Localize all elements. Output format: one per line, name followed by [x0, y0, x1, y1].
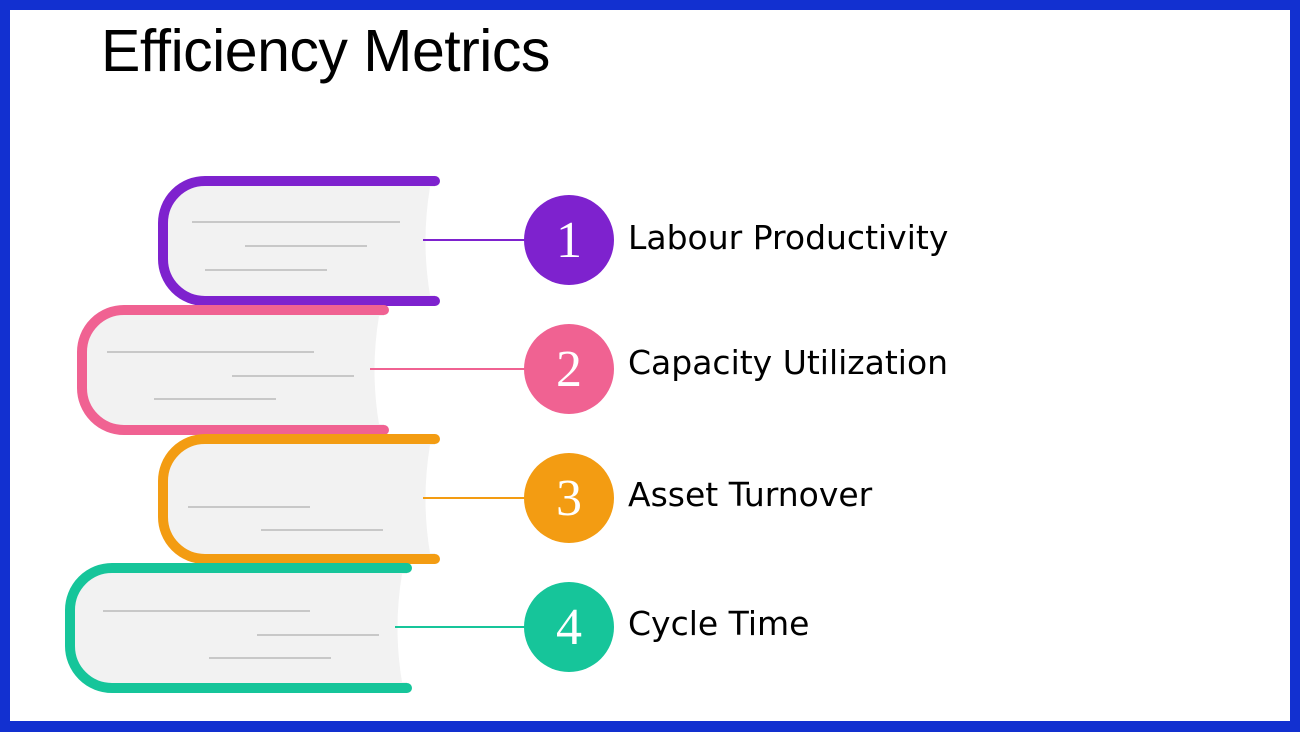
connector-2 — [370, 368, 533, 370]
metric-label-4: Cycle Time — [628, 604, 810, 643]
connector-1 — [423, 239, 533, 241]
connector-4 — [395, 626, 533, 628]
metric-label-1: Labour Productivity — [628, 218, 949, 257]
slide-title: Efficiency Metrics — [101, 18, 550, 84]
book-1-purple — [155, 176, 445, 306]
number-badge-2: 2 — [524, 324, 614, 414]
book-3-orange — [155, 434, 445, 564]
book-4-green — [62, 563, 422, 693]
number-badge-3: 3 — [524, 453, 614, 543]
connector-3 — [423, 497, 533, 499]
metric-label-3: Asset Turnover — [628, 475, 873, 514]
metric-label-2: Capacity Utilization — [628, 343, 949, 382]
slide: Efficiency Metrics 1 Labour Productivity… — [10, 10, 1290, 721]
book-2-pink — [74, 305, 394, 435]
number-badge-1: 1 — [524, 195, 614, 285]
number-badge-4: 4 — [524, 582, 614, 672]
